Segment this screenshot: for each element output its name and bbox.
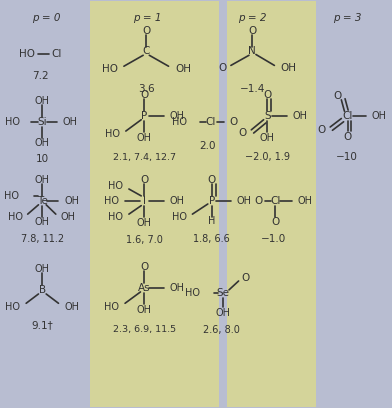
Text: HO: HO [4, 191, 19, 201]
Text: 2.6, 8.0: 2.6, 8.0 [203, 326, 240, 335]
Text: O: O [140, 175, 149, 185]
Text: O: O [140, 90, 149, 100]
Text: Cl: Cl [52, 49, 62, 59]
Text: HO: HO [5, 302, 20, 312]
Text: HO: HO [172, 213, 187, 222]
Text: 2.0: 2.0 [200, 141, 216, 151]
Text: OH: OH [137, 218, 152, 228]
Text: OH: OH [35, 264, 50, 274]
Text: O: O [263, 90, 272, 100]
Text: −1.4: −1.4 [240, 84, 265, 94]
Text: O: O [229, 117, 237, 127]
Text: 2.1, 7.4, 12.7: 2.1, 7.4, 12.7 [113, 153, 176, 162]
Text: P: P [209, 196, 215, 206]
Text: OH: OH [35, 138, 50, 148]
Text: 7.2: 7.2 [32, 71, 49, 81]
Text: O: O [317, 125, 325, 135]
FancyBboxPatch shape [227, 1, 316, 407]
Text: P: P [141, 111, 147, 121]
Text: S: S [264, 111, 271, 121]
Text: OH: OH [169, 283, 184, 293]
Text: O: O [219, 63, 227, 73]
Text: p = 2: p = 2 [238, 13, 266, 22]
Text: Cl: Cl [270, 196, 280, 206]
Text: O: O [140, 262, 149, 272]
Text: O: O [239, 128, 247, 138]
Text: Cl: Cl [206, 117, 216, 127]
Text: −1.0: −1.0 [261, 234, 286, 244]
Text: OH: OH [292, 111, 307, 121]
Text: 7.8, 11.2: 7.8, 11.2 [21, 234, 64, 244]
Text: OH: OH [280, 63, 296, 73]
Text: O: O [241, 273, 250, 283]
Text: OH: OH [216, 308, 231, 318]
Text: 3.6: 3.6 [138, 84, 154, 94]
Text: HO: HO [108, 181, 123, 191]
Text: OH: OH [260, 133, 275, 143]
Text: 9.1†: 9.1† [31, 321, 53, 330]
Text: Si: Si [38, 117, 47, 127]
Text: OH: OH [35, 175, 50, 185]
Text: p = 1: p = 1 [133, 13, 162, 22]
Text: −2.0, 1.9: −2.0, 1.9 [245, 152, 290, 162]
Text: As: As [138, 283, 151, 293]
Text: OH: OH [35, 217, 50, 227]
Text: 10: 10 [36, 154, 49, 164]
Text: OH: OH [169, 111, 184, 121]
Text: OH: OH [137, 305, 152, 315]
Text: Cl: Cl [342, 111, 353, 121]
Text: OH: OH [64, 302, 79, 312]
Text: OH: OH [137, 133, 152, 143]
Text: O: O [271, 217, 279, 227]
Text: OH: OH [169, 196, 184, 206]
Text: OH: OH [61, 213, 76, 222]
Text: HO: HO [104, 302, 119, 312]
Text: −10: −10 [336, 153, 357, 162]
Text: OH: OH [237, 196, 252, 206]
Text: OH: OH [297, 196, 312, 206]
Text: OH: OH [371, 111, 387, 121]
Text: 1.6, 7.0: 1.6, 7.0 [126, 235, 163, 246]
Text: 1.8, 6.6: 1.8, 6.6 [193, 234, 230, 244]
Text: 2.3, 6.9, 11.5: 2.3, 6.9, 11.5 [113, 325, 176, 334]
Text: O: O [142, 26, 151, 36]
Text: O: O [248, 26, 256, 36]
Text: OH: OH [35, 95, 50, 106]
Text: HO: HO [105, 129, 120, 139]
Text: OH: OH [62, 117, 77, 127]
Text: HO: HO [108, 213, 123, 222]
Text: O: O [334, 91, 342, 101]
FancyBboxPatch shape [91, 1, 220, 407]
Text: O: O [254, 196, 263, 206]
Text: C: C [143, 46, 150, 56]
Text: Te: Te [37, 196, 48, 206]
Text: H: H [208, 216, 215, 226]
Text: p = 3: p = 3 [333, 13, 362, 22]
Text: HO: HO [102, 64, 118, 74]
Text: HO: HO [19, 49, 35, 59]
Text: B: B [39, 285, 46, 295]
Text: HO: HO [185, 288, 200, 298]
Text: HO: HO [104, 196, 119, 206]
Text: Se: Se [216, 288, 229, 298]
Text: I: I [143, 196, 146, 206]
Text: O: O [343, 132, 352, 142]
Text: HO: HO [172, 117, 187, 127]
Text: p = 0: p = 0 [32, 13, 60, 22]
Text: HO: HO [8, 213, 23, 222]
Text: N: N [248, 46, 256, 56]
Text: OH: OH [64, 196, 79, 206]
Text: O: O [207, 175, 216, 185]
Text: HO: HO [5, 117, 20, 127]
Text: OH: OH [175, 64, 191, 74]
